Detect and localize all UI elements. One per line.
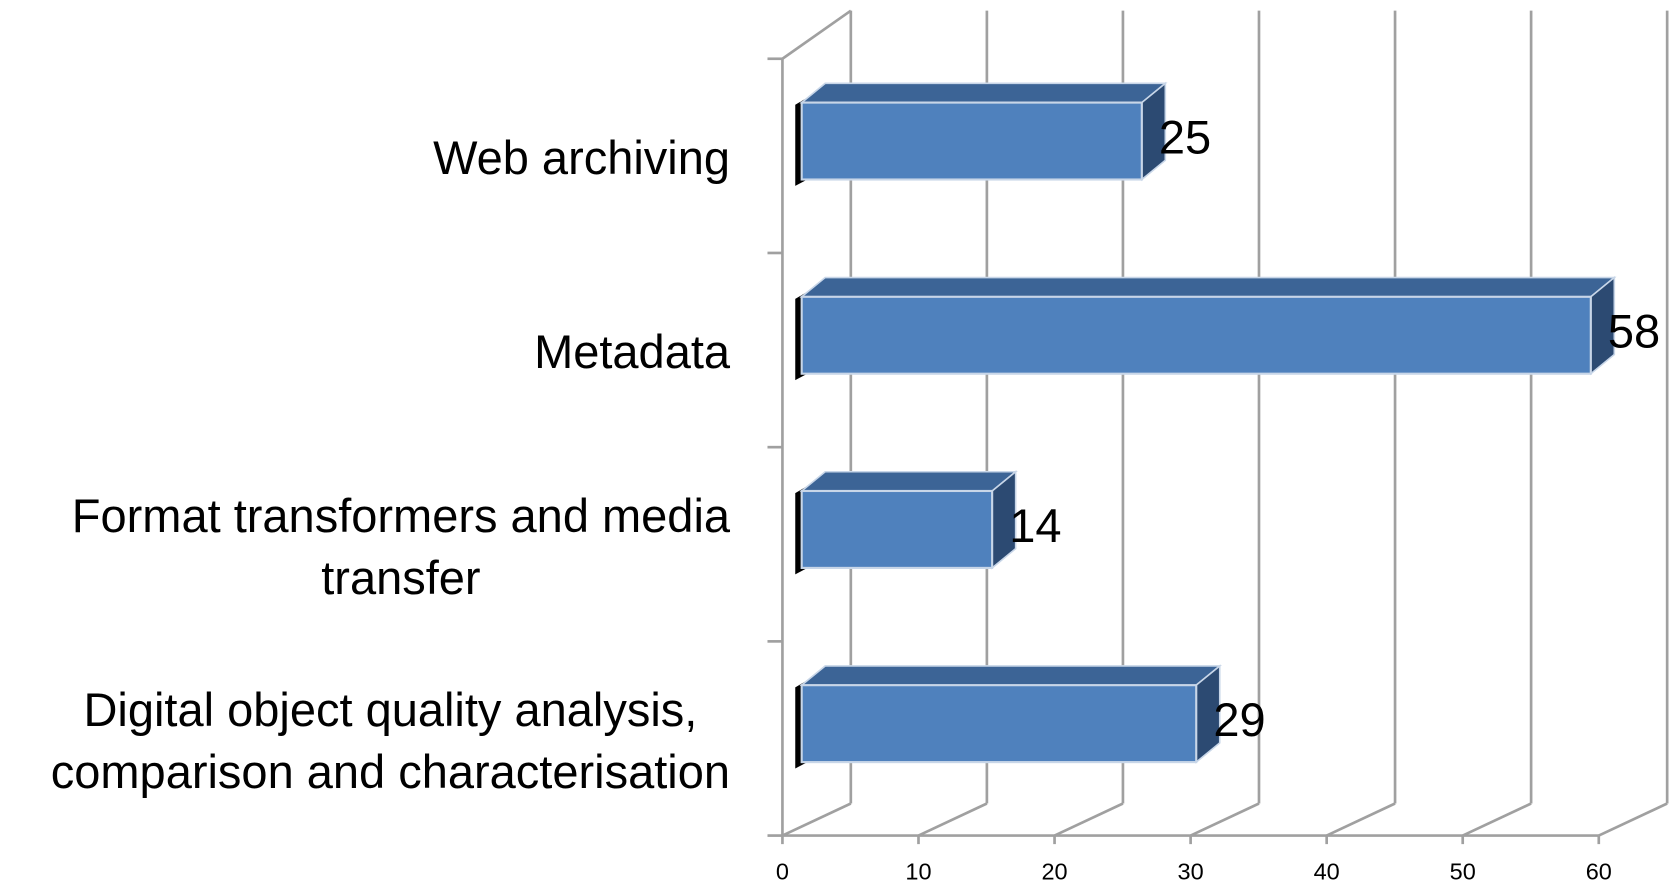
grid-line: [1326, 802, 1396, 837]
x-tick-label: 10: [905, 858, 931, 884]
bar-top: [799, 665, 1222, 686]
bar: [800, 101, 1143, 181]
bar: [800, 684, 1198, 764]
grid-line: [917, 802, 988, 837]
data-label: 25: [1159, 110, 1211, 163]
y-tick-label: Web archiving: [433, 131, 731, 185]
data-label: 14: [1009, 499, 1061, 552]
x-tick-label: 60: [1586, 858, 1612, 884]
x-tick-label: 0: [776, 858, 789, 884]
y-tick-label: Metadata: [534, 325, 731, 379]
category-label-box: Web archiving: [0, 127, 730, 189]
bar-top: [799, 276, 1617, 298]
grid-line: [781, 802, 852, 837]
y-tick-label: Format transformers and media transfer: [71, 488, 731, 604]
x-tick-label: 20: [1041, 858, 1067, 884]
grid-line: [1462, 802, 1532, 837]
category-label-box: Digital object quality analysis, compari…: [0, 679, 730, 803]
axis-line: [781, 9, 852, 60]
category-label-box: Format transformers and media transfer: [0, 485, 730, 609]
x-tick-label: 40: [1314, 858, 1340, 884]
data-label: 29: [1213, 693, 1265, 746]
y-tick-label: Digital object quality analysis, compari…: [50, 682, 731, 798]
grid-line: [1053, 802, 1124, 837]
bar: [800, 489, 994, 569]
bar-top: [799, 82, 1168, 104]
x-tick-label: 30: [1178, 858, 1204, 884]
grid-line: [1598, 802, 1668, 837]
bar-top: [799, 470, 1018, 492]
category-label-box: Metadata: [0, 321, 730, 383]
data-label: 58: [1608, 305, 1660, 358]
bar: [800, 295, 1592, 375]
grid-line: [1190, 802, 1260, 837]
x-tick-label: 50: [1450, 858, 1476, 884]
